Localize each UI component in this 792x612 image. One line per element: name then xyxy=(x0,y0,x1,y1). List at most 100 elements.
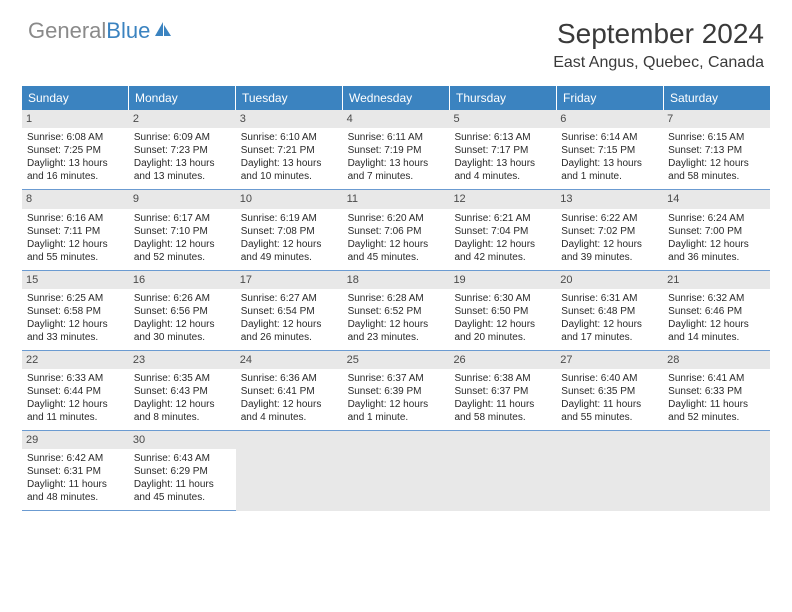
day-cell: 21 Sunrise: 6:32 AMSunset: 6:46 PMDayligh… xyxy=(663,271,770,351)
day-info: Sunrise: 6:36 AMSunset: 6:41 PMDaylight:… xyxy=(241,372,338,424)
day-cell: 10 Sunrise: 6:19 AMSunset: 7:08 PMDayligh… xyxy=(236,190,343,270)
week-row: 8 Sunrise: 6:16 AMSunset: 7:11 PMDaylight… xyxy=(22,190,770,270)
day-info: Sunrise: 6:22 AMSunset: 7:02 PMDaylight:… xyxy=(561,212,658,264)
day-cell: 8 Sunrise: 6:16 AMSunset: 7:11 PMDaylight… xyxy=(22,190,129,270)
day-number: 13 xyxy=(556,190,663,208)
day-cell xyxy=(343,431,450,511)
day-cell: 3 Sunrise: 6:10 AMSunset: 7:21 PMDaylight… xyxy=(236,110,343,190)
day-info: Sunrise: 6:35 AMSunset: 6:43 PMDaylight:… xyxy=(134,372,231,424)
day-cell: 18 Sunrise: 6:28 AMSunset: 6:52 PMDayligh… xyxy=(343,271,450,351)
day-info: Sunrise: 6:17 AMSunset: 7:10 PMDaylight:… xyxy=(134,212,231,264)
day-number: 5 xyxy=(449,110,556,128)
week-row: 29 Sunrise: 6:42 AMSunset: 6:31 PMDayligh… xyxy=(22,431,770,511)
day-info: Sunrise: 6:27 AMSunset: 6:54 PMDaylight:… xyxy=(241,292,338,344)
calendar: SundayMondayTuesdayWednesdayThursdayFrid… xyxy=(0,86,792,511)
weekday-header: Monday xyxy=(129,86,236,110)
logo: GeneralBlue xyxy=(28,18,173,44)
weekday-row: SundayMondayTuesdayWednesdayThursdayFrid… xyxy=(22,86,770,110)
logo-sail-icon xyxy=(153,18,173,44)
day-cell xyxy=(449,431,556,511)
day-number: 15 xyxy=(22,271,129,289)
weekday-header: Tuesday xyxy=(236,86,343,110)
day-number: 12 xyxy=(449,190,556,208)
day-number: 1 xyxy=(22,110,129,128)
day-number: 3 xyxy=(236,110,343,128)
day-cell: 30 Sunrise: 6:43 AMSunset: 6:29 PMDayligh… xyxy=(129,431,236,511)
day-number: 17 xyxy=(236,271,343,289)
week-row: 1Sunrise: 6:08 AMSunset: 7:25 PMDaylight… xyxy=(22,110,770,190)
day-info: Sunrise: 6:13 AMSunset: 7:17 PMDaylight:… xyxy=(454,131,551,183)
day-cell: 9Sunrise: 6:17 AMSunset: 7:10 PMDaylight… xyxy=(129,190,236,270)
day-cell: 24 Sunrise: 6:36 AMSunset: 6:41 PMDayligh… xyxy=(236,351,343,431)
day-cell: 16 Sunrise: 6:26 AMSunset: 6:56 PMDayligh… xyxy=(129,271,236,351)
logo-text-1: General xyxy=(28,18,106,44)
day-info: Sunrise: 6:32 AMSunset: 6:46 PMDaylight:… xyxy=(668,292,765,344)
day-info: Sunrise: 6:09 AMSunset: 7:23 PMDaylight:… xyxy=(134,131,231,183)
day-cell: 13 Sunrise: 6:22 AMSunset: 7:02 PMDayligh… xyxy=(556,190,663,270)
day-cell: 20 Sunrise: 6:31 AMSunset: 6:48 PMDayligh… xyxy=(556,271,663,351)
day-info: Sunrise: 6:41 AMSunset: 6:33 PMDaylight:… xyxy=(668,372,765,424)
day-cell: 7Sunrise: 6:15 AMSunset: 7:13 PMDaylight… xyxy=(663,110,770,190)
weekday-header: Saturday xyxy=(664,86,770,110)
day-cell: 14Sunrise: 6:24 AMSunset: 7:00 PMDayligh… xyxy=(663,190,770,270)
day-number: 21 xyxy=(663,271,770,289)
day-info: Sunrise: 6:43 AMSunset: 6:29 PMDaylight:… xyxy=(134,452,231,504)
day-cell: 28 Sunrise: 6:41 AMSunset: 6:33 PMDayligh… xyxy=(663,351,770,431)
day-number: 30 xyxy=(129,431,236,449)
day-number: 26 xyxy=(449,351,556,369)
day-cell: 6Sunrise: 6:14 AMSunset: 7:15 PMDaylight… xyxy=(556,110,663,190)
day-info: Sunrise: 6:25 AMSunset: 6:58 PMDaylight:… xyxy=(27,292,124,344)
day-cell: 29 Sunrise: 6:42 AMSunset: 6:31 PMDayligh… xyxy=(22,431,129,511)
day-info: Sunrise: 6:40 AMSunset: 6:35 PMDaylight:… xyxy=(561,372,658,424)
day-cell: 15 Sunrise: 6:25 AMSunset: 6:58 PMDayligh… xyxy=(22,271,129,351)
weekday-header: Thursday xyxy=(450,86,557,110)
day-number: 4 xyxy=(343,110,450,128)
day-number: 6 xyxy=(556,110,663,128)
day-cell: 1Sunrise: 6:08 AMSunset: 7:25 PMDaylight… xyxy=(22,110,129,190)
header: GeneralBlue September 2024 East Angus, Q… xyxy=(0,0,792,80)
day-info: Sunrise: 6:21 AMSunset: 7:04 PMDaylight:… xyxy=(454,212,551,264)
day-info: Sunrise: 6:15 AMSunset: 7:13 PMDaylight:… xyxy=(668,131,765,183)
day-number: 24 xyxy=(236,351,343,369)
day-info: Sunrise: 6:28 AMSunset: 6:52 PMDaylight:… xyxy=(348,292,445,344)
logo-text-2: Blue xyxy=(106,18,150,44)
day-number: 14 xyxy=(663,190,770,208)
day-number: 23 xyxy=(129,351,236,369)
day-info: Sunrise: 6:42 AMSunset: 6:31 PMDaylight:… xyxy=(27,452,124,504)
title-block: September 2024 East Angus, Quebec, Canad… xyxy=(553,18,764,72)
day-cell: 25 Sunrise: 6:37 AMSunset: 6:39 PMDayligh… xyxy=(343,351,450,431)
location: East Angus, Quebec, Canada xyxy=(553,54,764,72)
day-number: 20 xyxy=(556,271,663,289)
day-cell: 27Sunrise: 6:40 AMSunset: 6:35 PMDayligh… xyxy=(556,351,663,431)
day-cell xyxy=(236,431,343,511)
day-info: Sunrise: 6:19 AMSunset: 7:08 PMDaylight:… xyxy=(241,212,338,264)
day-info: Sunrise: 6:37 AMSunset: 6:39 PMDaylight:… xyxy=(348,372,445,424)
day-cell: 11Sunrise: 6:20 AMSunset: 7:06 PMDayligh… xyxy=(343,190,450,270)
day-info: Sunrise: 6:26 AMSunset: 6:56 PMDaylight:… xyxy=(134,292,231,344)
day-info: Sunrise: 6:11 AMSunset: 7:19 PMDaylight:… xyxy=(348,131,445,183)
day-cell: 19Sunrise: 6:30 AMSunset: 6:50 PMDayligh… xyxy=(449,271,556,351)
month-title: September 2024 xyxy=(553,18,764,50)
day-number: 28 xyxy=(663,351,770,369)
day-number: 29 xyxy=(22,431,129,449)
day-number: 8 xyxy=(22,190,129,208)
day-cell: 5 Sunrise: 6:13 AMSunset: 7:17 PMDaylight… xyxy=(449,110,556,190)
day-info: Sunrise: 6:38 AMSunset: 6:37 PMDaylight:… xyxy=(454,372,551,424)
day-number: 16 xyxy=(129,271,236,289)
day-cell: 17 Sunrise: 6:27 AMSunset: 6:54 PMDayligh… xyxy=(236,271,343,351)
day-cell xyxy=(556,431,663,511)
day-info: Sunrise: 6:16 AMSunset: 7:11 PMDaylight:… xyxy=(27,212,124,264)
day-cell: 23 Sunrise: 6:35 AMSunset: 6:43 PMDayligh… xyxy=(129,351,236,431)
day-cell: 2Sunrise: 6:09 AMSunset: 7:23 PMDaylight… xyxy=(129,110,236,190)
day-number: 18 xyxy=(343,271,450,289)
day-number: 22 xyxy=(22,351,129,369)
day-info: Sunrise: 6:20 AMSunset: 7:06 PMDaylight:… xyxy=(348,212,445,264)
weeks-grid: 1Sunrise: 6:08 AMSunset: 7:25 PMDaylight… xyxy=(22,110,770,511)
day-number: 10 xyxy=(236,190,343,208)
day-info: Sunrise: 6:31 AMSunset: 6:48 PMDaylight:… xyxy=(561,292,658,344)
day-cell: 4 Sunrise: 6:11 AMSunset: 7:19 PMDaylight… xyxy=(343,110,450,190)
day-info: Sunrise: 6:10 AMSunset: 7:21 PMDaylight:… xyxy=(241,131,338,183)
day-number: 25 xyxy=(343,351,450,369)
weekday-header: Wednesday xyxy=(343,86,450,110)
week-row: 22Sunrise: 6:33 AMSunset: 6:44 PMDayligh… xyxy=(22,351,770,431)
